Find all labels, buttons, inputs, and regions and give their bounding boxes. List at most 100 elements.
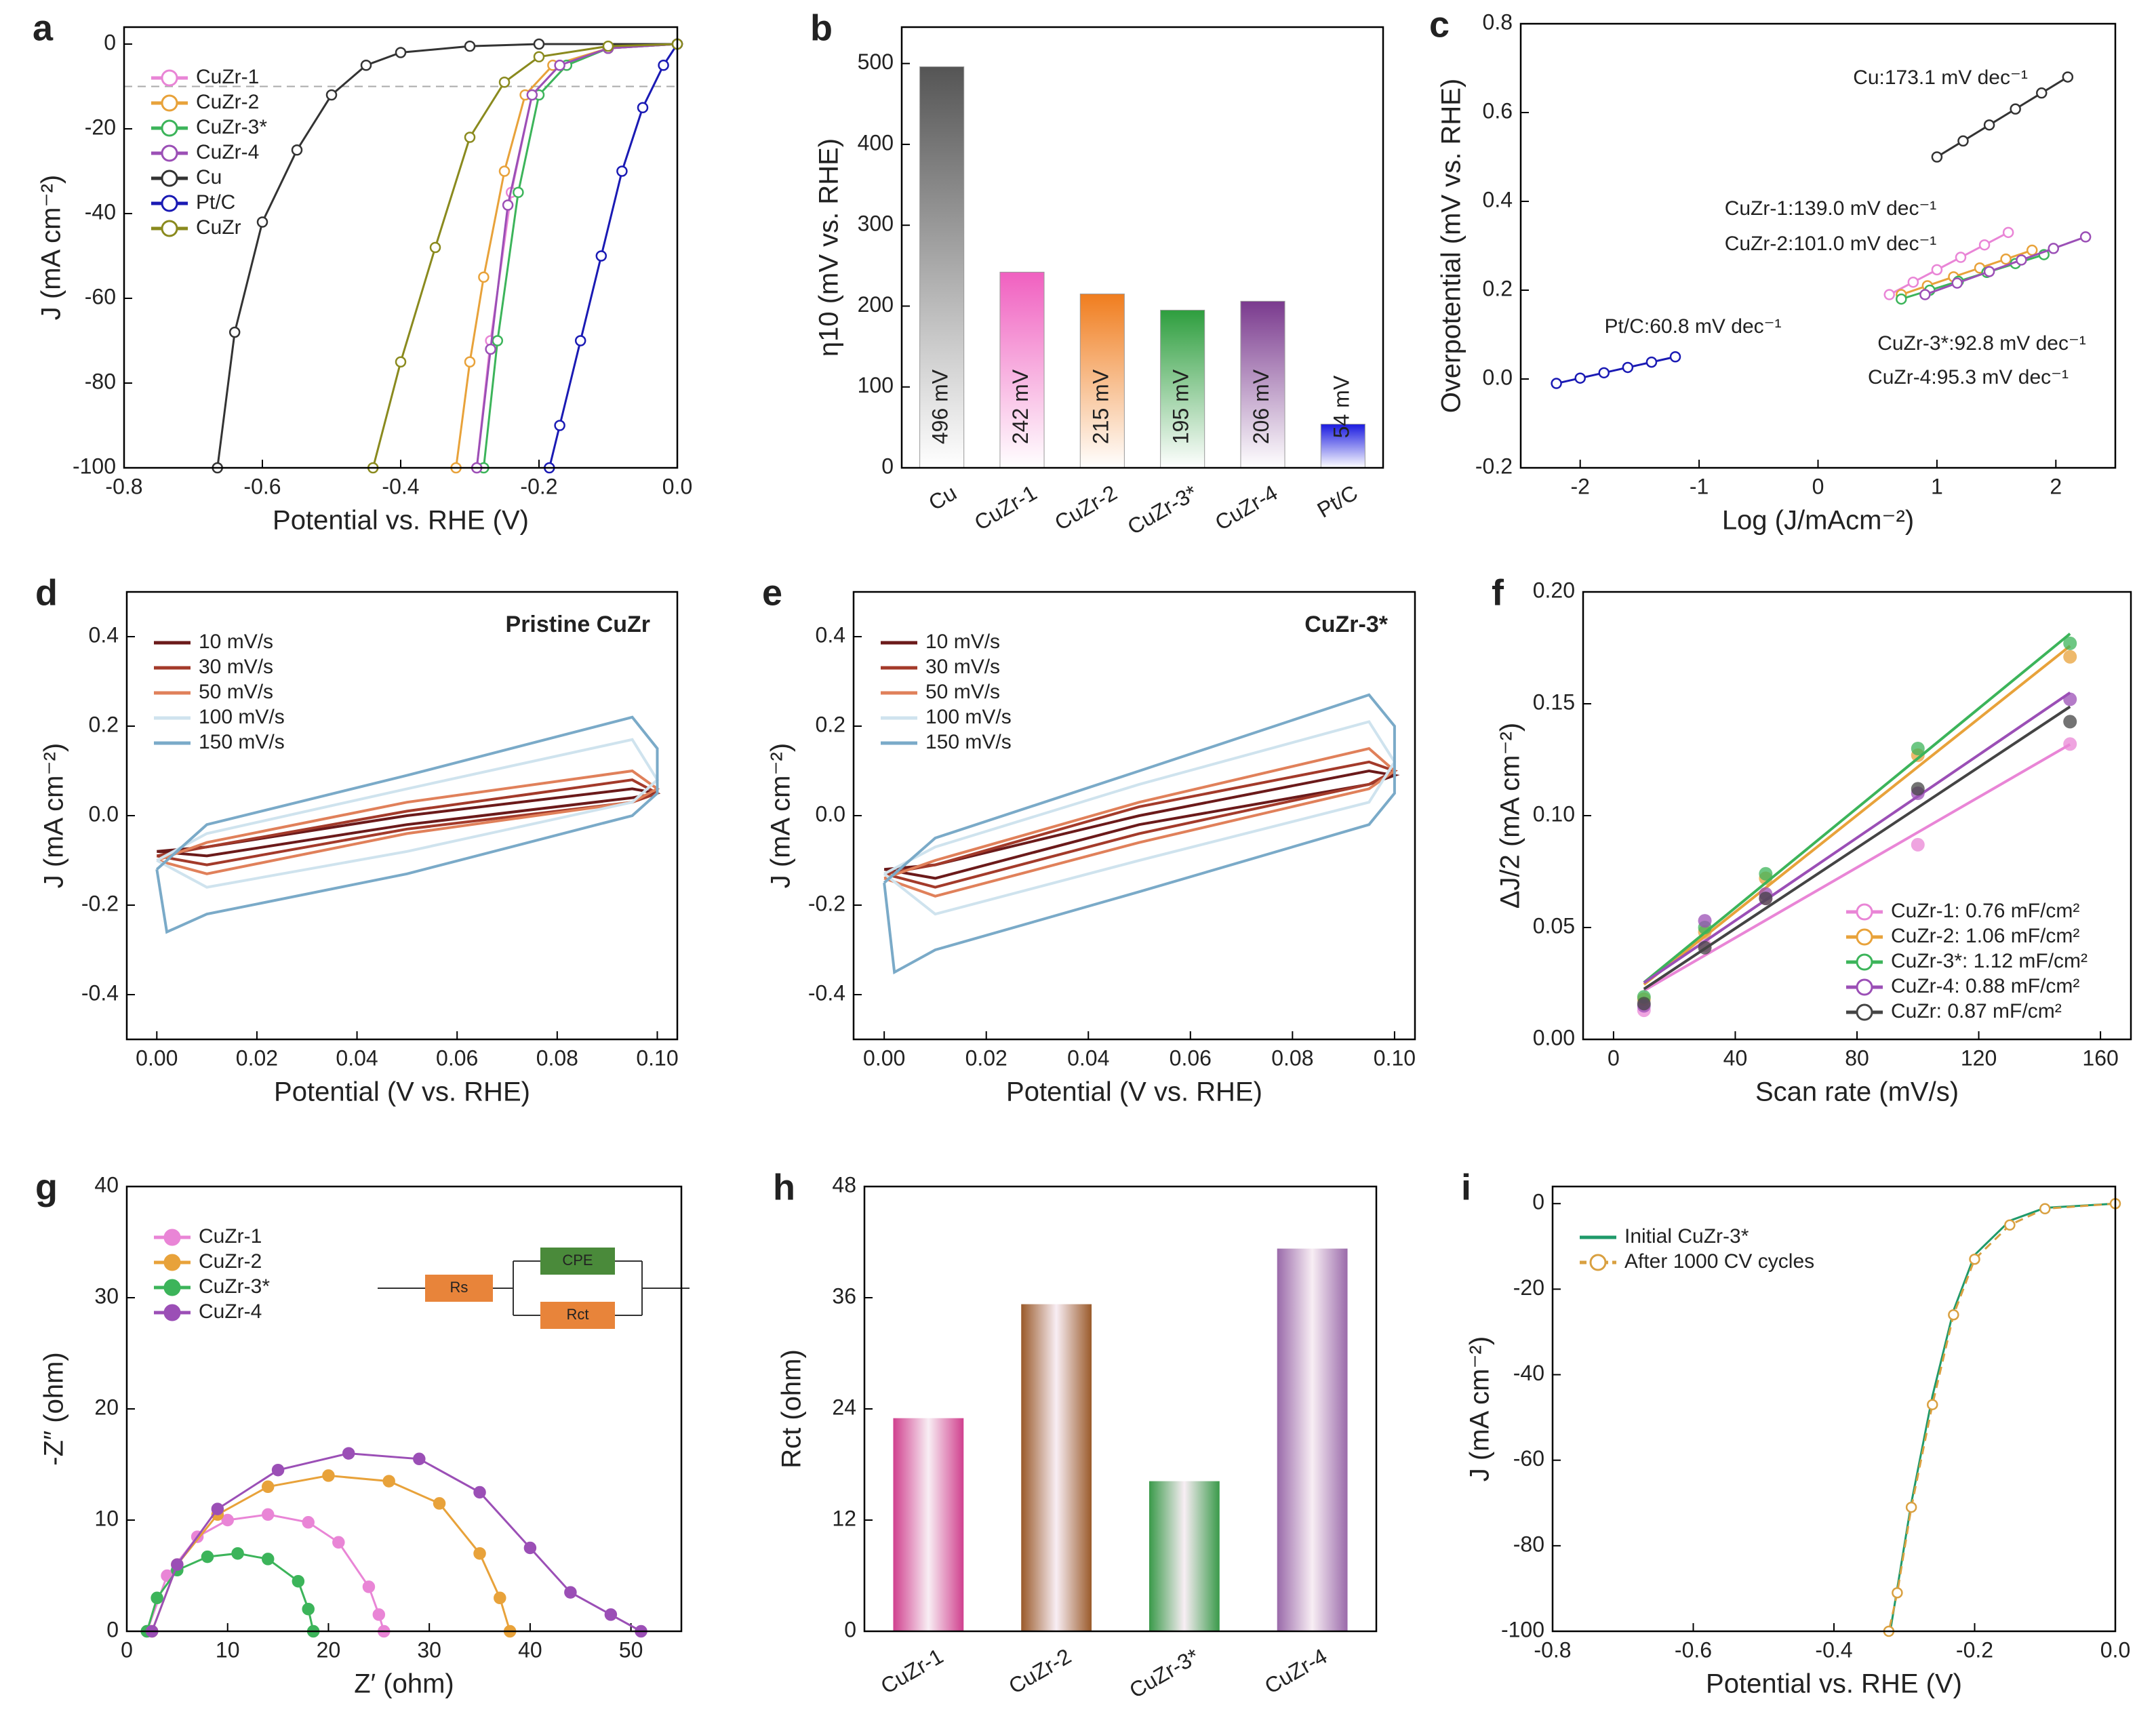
point [211, 1502, 224, 1515]
y-axis-label: J (mA cm⁻²) [37, 175, 66, 320]
legend-marker [161, 144, 178, 162]
series-line [1900, 249, 2033, 296]
value-label: 206 mV [1249, 369, 1273, 444]
x-tick-label: 0 [121, 1637, 133, 1662]
point [1669, 351, 1681, 363]
circuit-label: Rs [450, 1279, 468, 1296]
legend-marker [163, 1304, 181, 1321]
series-line [1889, 1202, 2116, 1632]
point [1551, 378, 1562, 389]
legend-marker [1856, 978, 1873, 996]
point [1955, 252, 1967, 263]
circuit-wire [378, 1260, 690, 1316]
point [533, 38, 545, 50]
series-line [1924, 235, 2086, 296]
x-tick-label: 0 [1812, 474, 1824, 498]
legend-label: 50 mV/s [925, 681, 1000, 703]
x-axis-label: Potential vs. RHE (V) [1706, 1669, 1962, 1699]
y-tick-label: -0.2 [808, 891, 845, 915]
y-tick-label: 24 [832, 1395, 856, 1419]
point [602, 40, 614, 52]
series-label: CuZr-3*:92.8 mV dec⁻¹ [1877, 332, 2086, 355]
point [526, 89, 538, 101]
legend-label: CuZr-3* [199, 1275, 270, 1298]
point [395, 356, 407, 367]
series-label: Pt/C:60.8 mV dec⁻¹ [1605, 315, 1782, 338]
y-tick-label: 0 [1532, 1190, 1544, 1214]
x-tick-label: 0.10 [1374, 1045, 1416, 1070]
point [1907, 276, 1919, 288]
annotation: Pristine CuZr [506, 612, 650, 637]
point [1892, 1587, 1903, 1599]
point [271, 1463, 285, 1477]
legend-marker [161, 195, 178, 212]
panel-label: e [762, 572, 782, 613]
point [554, 60, 565, 71]
point [574, 335, 586, 346]
point [292, 1574, 305, 1588]
point [1957, 135, 1969, 147]
bar [1021, 1304, 1092, 1631]
point [2016, 254, 2027, 266]
point [1983, 266, 1995, 277]
series-line [157, 787, 658, 858]
y-tick-label: -100 [73, 454, 116, 478]
circuit-element [425, 1275, 493, 1302]
legend-label: Pt/C [196, 191, 235, 214]
point [291, 144, 303, 156]
point [2002, 226, 2014, 239]
point [473, 1486, 486, 1499]
point [429, 241, 441, 254]
point [637, 102, 649, 113]
x-tick-label: -0.2 [1956, 1637, 1993, 1662]
y-tick-label: 48 [832, 1172, 856, 1197]
series-line [155, 715, 659, 934]
point [1911, 782, 1925, 796]
point [2063, 692, 2077, 706]
y-tick-label: -0.4 [808, 980, 845, 1005]
x-axis-label: Log (J/mAcm⁻²) [1722, 506, 1914, 536]
point [2000, 253, 2012, 265]
legend-label: CuZr-1 [199, 1225, 262, 1248]
point [2063, 715, 2077, 729]
x-tick-label: -0.6 [1675, 1637, 1712, 1662]
point [1598, 367, 1610, 379]
series-line [1888, 1202, 2116, 1632]
x-tick-label: 10 [216, 1637, 240, 1662]
value-label: 195 mV [1169, 369, 1193, 444]
y-tick-label: 0 [106, 1617, 119, 1641]
point [1622, 361, 1634, 374]
circuit-element [540, 1302, 615, 1329]
x-tick-label: 0.06 [1170, 1045, 1212, 1070]
y-tick-label: 100 [858, 373, 894, 397]
x-tick-label: -0.8 [105, 474, 142, 498]
legend-label: 10 mV/s [199, 631, 273, 653]
legend-label: CuZr-2 [199, 1250, 262, 1273]
y-tick-label: 0.2 [89, 712, 119, 736]
y-tick-label: 20 [94, 1395, 119, 1419]
legend-marker [161, 94, 178, 112]
bar [1149, 1481, 1220, 1631]
y-tick-label: 10 [94, 1506, 119, 1530]
y-axis-label: Rct (ohm) [777, 1349, 807, 1469]
y-tick-label: 0.15 [1533, 690, 1575, 714]
point [2036, 87, 2048, 99]
y-tick-label: 12 [832, 1506, 856, 1530]
fit-line [1643, 705, 2071, 991]
point [332, 1536, 345, 1549]
x-tick-label: 1 [1931, 474, 1943, 498]
y-tick-label: -60 [1513, 1446, 1544, 1471]
bar [1079, 294, 1125, 469]
y-tick-label: 200 [858, 292, 894, 317]
plot-frame [125, 591, 679, 1041]
x-tick-label: CuZr-4 [1211, 480, 1281, 535]
y-axis-label: ΔJ/2 (mA cm⁻²) [1496, 723, 1525, 909]
y-tick-label: -20 [1513, 1275, 1544, 1300]
legend-label: CuZr-4 [199, 1300, 262, 1323]
y-tick-label: -0.4 [81, 980, 119, 1005]
point [492, 335, 504, 346]
point [1574, 372, 1586, 384]
plot-frame [125, 1185, 683, 1633]
point [523, 1541, 537, 1555]
x-tick-label: -2 [1570, 474, 1589, 498]
